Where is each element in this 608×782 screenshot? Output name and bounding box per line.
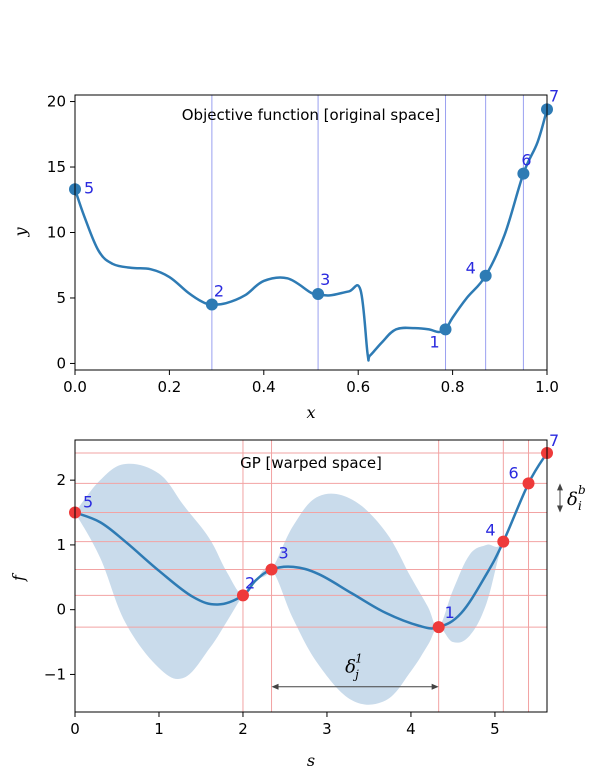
top-point-labels: 1 2 3 4 5 6 7	[84, 86, 559, 351]
delta-j-sub: j	[352, 668, 359, 682]
point-4	[479, 269, 492, 282]
point-4	[497, 535, 510, 548]
point-1	[439, 323, 452, 336]
point-3	[312, 288, 325, 301]
point-6	[517, 167, 530, 180]
bottom-annotations: δ 1jδ bi	[271, 483, 586, 690]
y-tick-label: 15	[47, 158, 66, 176]
point-6	[522, 477, 535, 490]
y-tick-label: 0	[56, 601, 66, 619]
x-tick-label: 1	[154, 720, 164, 738]
top-axes-frame	[74, 94, 548, 371]
bottom-grid-lines	[75, 440, 548, 712]
top-y-axis-label: y	[11, 227, 30, 238]
y-tick-label: 20	[47, 93, 66, 111]
x-tick-label: 5	[490, 720, 500, 738]
x-tick-label: 0.6	[346, 378, 370, 396]
delta-j-sup: 1	[355, 652, 363, 666]
bottom-series-line	[74, 452, 549, 630]
arrowhead-left	[271, 683, 279, 690]
top-vlines	[211, 95, 524, 370]
point-label-5: 5	[84, 178, 94, 197]
point-label-5: 5	[83, 493, 93, 512]
arrowhead-right	[431, 683, 439, 690]
y-tick-label: 0	[56, 354, 66, 372]
x-tick-label: 2	[238, 720, 248, 738]
x-tick-label: 0.4	[252, 378, 276, 396]
delta-i-label: δ bi	[567, 483, 586, 513]
delta-j-symbol: δ	[345, 657, 356, 678]
chart-gp-warped-space: 1 2 3 4 5 6 7 0 1 2 3 4 5 −1 0 1 2 GP [warped space] s…	[9, 431, 586, 770]
y-tick-label: 10	[47, 224, 66, 242]
x-tick-label: 0.0	[63, 378, 87, 396]
point-2	[205, 298, 218, 311]
bottom-point-labels: 1 2 3 4 5 6 7	[83, 431, 559, 622]
bottom-y-ticks: −1 0 1 2	[44, 471, 75, 683]
x-tick-label: 1.0	[535, 378, 559, 396]
point-label-3: 3	[320, 270, 330, 289]
point-label-6: 6	[509, 463, 519, 482]
top-series-line	[73, 109, 549, 362]
point-label-2: 2	[245, 573, 255, 592]
top-x-axis-label: x	[306, 403, 315, 422]
top-y-ticks: 0 5 10 15 20	[47, 93, 75, 372]
point-label-7: 7	[549, 86, 559, 105]
x-tick-label: 3	[322, 720, 332, 738]
bottom-x-axis-label: s	[307, 751, 315, 770]
bottom-axes-frame	[74, 439, 548, 713]
bottom-x-ticks: 0 1 2 3 4 5	[70, 712, 500, 738]
x-tick-label: 4	[406, 720, 416, 738]
bottom-y-axis-label: f	[9, 572, 28, 582]
point-label-3: 3	[279, 544, 289, 563]
point-label-4: 4	[485, 521, 495, 540]
point-label-4: 4	[466, 259, 476, 278]
arrowhead-top	[557, 483, 563, 491]
point-3	[265, 563, 278, 576]
x-tick-label: 0	[70, 720, 80, 738]
y-tick-label: 5	[56, 289, 66, 307]
top-x-ticks: 0.0 0.2 0.4 0.6 0.8 1.0	[63, 370, 559, 396]
point-label-1: 1	[445, 603, 455, 622]
y-tick-label: −1	[44, 665, 66, 683]
point-1	[432, 621, 445, 634]
x-tick-label: 0.2	[157, 378, 181, 396]
point-label-2: 2	[214, 282, 224, 301]
y-tick-label: 1	[56, 536, 66, 554]
bottom-confidence-band	[75, 452, 547, 705]
point-label-6: 6	[521, 151, 531, 170]
delta-j-label: δ 1 j	[345, 652, 363, 682]
point-2	[236, 589, 249, 602]
delta-i-symbol: δ	[567, 489, 578, 510]
chart-objective-original-space: 1 2 3 4 5 6 7 0.0 0.2 0.4 0.6 0.8 1.0 0 5 10 15 20 Obje…	[11, 86, 559, 422]
bottom-chart-title: GP [warped space]	[240, 454, 382, 472]
arrowhead-bottom	[557, 505, 563, 513]
y-tick-label: 2	[56, 471, 66, 489]
point-label-7: 7	[549, 431, 559, 450]
x-tick-label: 0.8	[441, 378, 465, 396]
delta-i-sub: i	[578, 499, 582, 513]
top-points	[69, 103, 553, 336]
top-chart-title: Objective function [original space]	[182, 106, 440, 124]
delta-i-sup: b	[578, 483, 586, 497]
point-label-1: 1	[430, 332, 440, 351]
